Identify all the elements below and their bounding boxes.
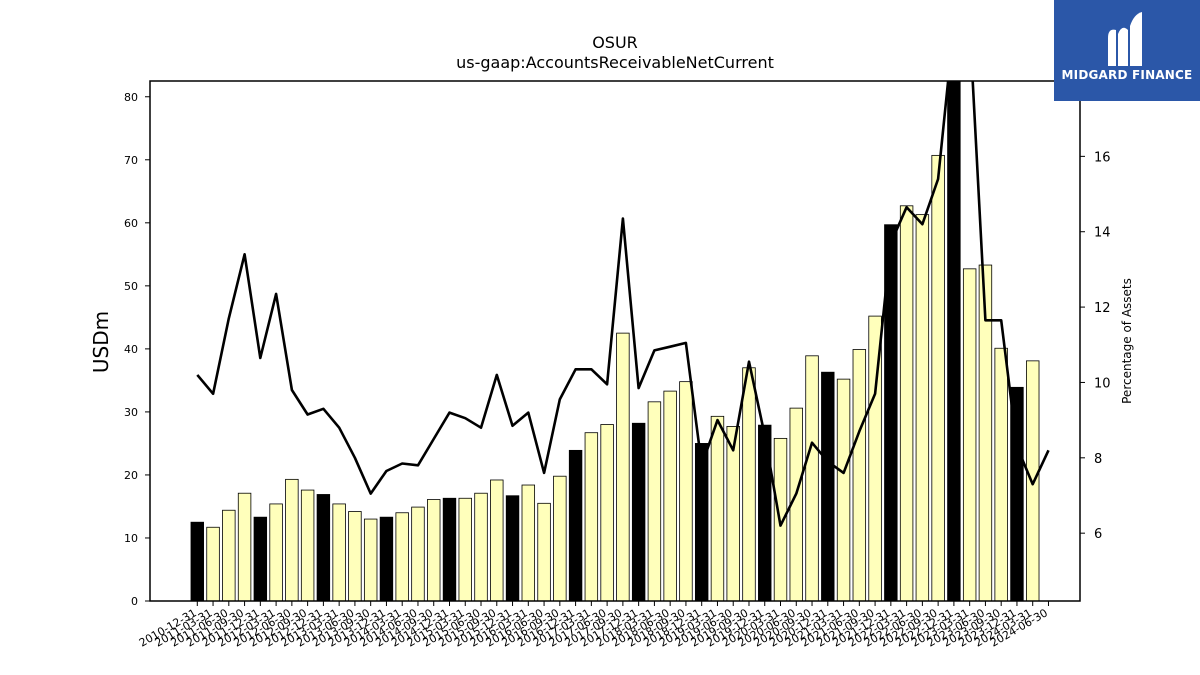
y2-axis-label: Percentage of Assets (1120, 278, 1134, 404)
bar-2022-09-30 (931, 154, 945, 601)
y2-tick-label: 6 (1094, 527, 1102, 542)
logo-text: MIDGARD FINANCE (1061, 68, 1193, 82)
bar-2013-12-31 (379, 516, 394, 601)
y-tick-label: 70 (124, 154, 138, 167)
bar-2011-06-30 (222, 509, 236, 601)
bar-2018-09-30 (679, 381, 693, 601)
bar-2014-12-31 (442, 497, 457, 601)
y-tick-label: 30 (124, 406, 138, 419)
bar-2010-12-31 (190, 521, 204, 601)
bar-2011-03-31 (206, 526, 220, 601)
bar-2013-09-30 (363, 518, 378, 601)
bar-2015-12-31 (505, 495, 520, 601)
bar-2022-03-31 (899, 205, 914, 601)
bar-2018-03-31 (647, 401, 662, 601)
bar-2013-06-30 (348, 511, 362, 601)
y-tick-label: 60 (124, 217, 138, 230)
bar-2019-03-31 (710, 415, 725, 601)
bar-2023-12-31 (1010, 386, 1024, 601)
bar-2011-09-30 (237, 492, 252, 601)
percentage-line-series (196, 81, 1050, 527)
bar-2023-06-30 (978, 264, 993, 601)
bar-2012-06-30 (285, 478, 299, 601)
y2-tick-label: 16 (1094, 150, 1111, 165)
bar-2018-06-30 (663, 390, 677, 601)
bar-2020-12-31 (821, 371, 835, 601)
chart-subtitle: us-gaap:AccountsReceivableNetCurrent (456, 53, 774, 72)
bar-2014-03-31 (395, 512, 409, 601)
bar-2019-06-30 (726, 426, 740, 601)
bar-2020-09-30 (805, 355, 819, 601)
bar-2016-09-30 (553, 475, 567, 601)
bar-2016-03-31 (521, 484, 536, 601)
bar-2018-12-31 (694, 443, 709, 601)
y2-tick-label: 8 (1094, 452, 1102, 467)
bar-2017-03-31 (584, 432, 599, 601)
y-axis-label: USDm (89, 311, 113, 373)
y-tick-label: 20 (124, 469, 138, 482)
bar-2011-12-31 (253, 516, 268, 601)
y-tick-label: 40 (124, 343, 138, 356)
bar-2022-12-31 (947, 81, 961, 601)
bar-2021-09-30 (868, 315, 882, 601)
y-tick-label: 80 (124, 91, 138, 104)
pct-assets-line (196, 81, 1050, 527)
bar-2019-09-30 (742, 367, 756, 601)
axes: 0102030405060708068101214162010-12-31201… (124, 80, 1111, 650)
bar-series (190, 81, 1040, 601)
chart-title: OSUR (592, 33, 638, 52)
bar-2021-06-30 (852, 349, 867, 601)
bar-2016-12-31 (568, 449, 583, 601)
bar-2023-03-31 (962, 268, 977, 601)
y-tick-label: 50 (124, 280, 138, 293)
bar-2017-06-30 (600, 424, 614, 601)
bar-2021-03-31 (836, 378, 851, 601)
plot-frame (149, 80, 1081, 602)
bar-2014-06-30 (411, 506, 425, 601)
bar-2023-09-30 (994, 347, 1008, 601)
bar-2015-06-30 (474, 492, 488, 601)
logo-mark-icon (1108, 12, 1142, 66)
y-tick-label: 10 (124, 532, 138, 545)
bar-2015-03-31 (458, 497, 472, 601)
midgard-finance-logo: MIDGARD FINANCE (1054, 0, 1200, 101)
bar-2017-09-30 (616, 332, 630, 601)
y2-tick-label: 12 (1094, 301, 1111, 316)
bar-2016-06-30 (537, 502, 551, 601)
bar-2019-12-31 (758, 424, 772, 601)
bar-2012-03-31 (269, 503, 283, 601)
bar-2012-12-31 (316, 494, 331, 601)
bar-2014-09-30 (427, 499, 441, 601)
bar-2015-09-30 (490, 479, 504, 601)
bar-2012-09-30 (300, 489, 315, 601)
bar-2021-12-31 (884, 224, 898, 601)
bar-2013-03-31 (332, 503, 346, 601)
bar-2017-12-31 (631, 422, 646, 601)
y-tick-label: 0 (131, 595, 138, 608)
y2-tick-label: 10 (1094, 376, 1111, 391)
bar-2022-06-30 (915, 214, 930, 601)
y2-tick-label: 14 (1094, 226, 1111, 241)
